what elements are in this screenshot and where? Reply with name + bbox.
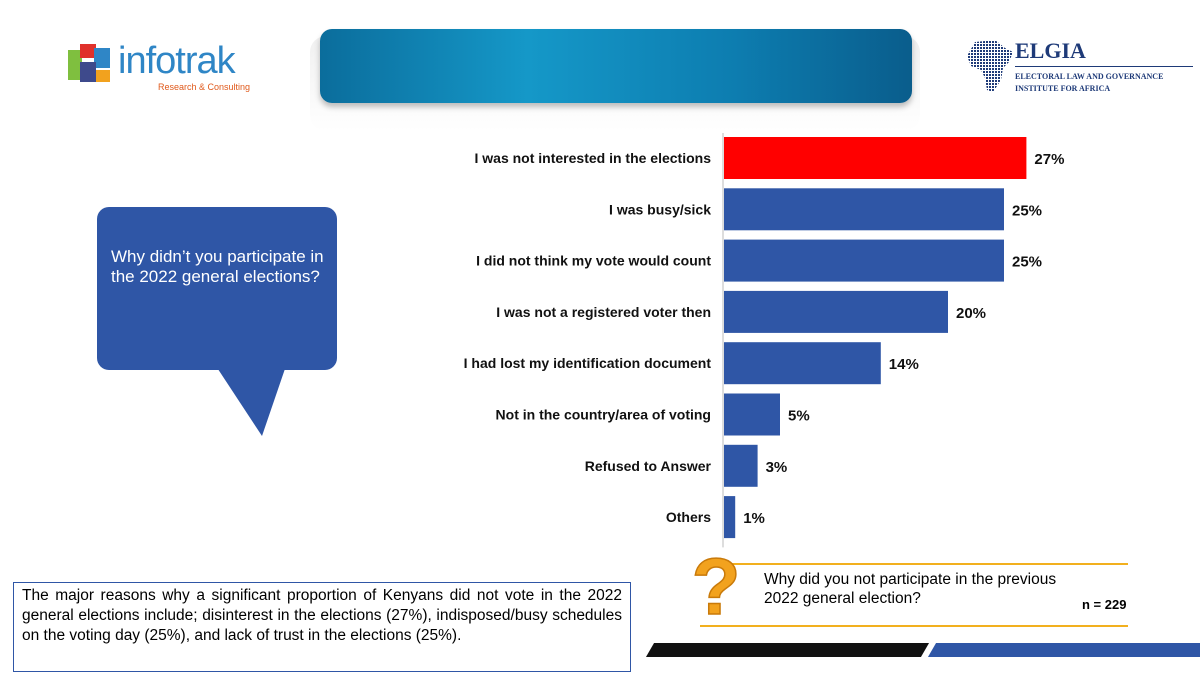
question-bubble-text: Why didn’t you participate in the 2022 g… — [111, 247, 324, 286]
category-label: Refused to Answer — [585, 458, 712, 474]
category-label: I did not think my vote would count — [476, 253, 711, 269]
value-label: 14% — [889, 356, 919, 373]
bar — [724, 290, 948, 333]
category-label: I was busy/sick — [609, 201, 711, 217]
category-label: Others — [666, 509, 711, 525]
bar — [724, 342, 881, 385]
category-label: I was not interested in the elections — [475, 150, 712, 166]
infotrak-mark-icon — [68, 44, 110, 82]
footer-stripe-black — [645, 643, 930, 657]
africa-map-icon — [967, 40, 1013, 92]
summary-text: The major reasons why a significant prop… — [22, 587, 622, 644]
infotrak-tagline: Research & Consulting — [158, 82, 251, 92]
summary-box: The major reasons why a significant prop… — [13, 582, 631, 672]
footer-rule-top — [700, 563, 1128, 565]
question-bubble: Why didn’t you participate in the 2022 g… — [97, 207, 337, 370]
bar — [724, 496, 736, 539]
footer-stripe-blue — [927, 643, 1200, 657]
value-label: 25% — [1012, 202, 1042, 219]
bar — [724, 393, 780, 436]
sample-size: n = 229 — [1082, 597, 1127, 612]
infotrak-wordmark: infotrak — [118, 40, 236, 82]
footer-rule-bottom — [700, 625, 1128, 627]
bar — [724, 188, 1004, 231]
title-banner — [320, 29, 912, 103]
value-label: 5% — [788, 408, 810, 425]
category-label: I was not a registered voter then — [496, 304, 711, 320]
elgia-name: ELGIA — [1015, 38, 1086, 63]
category-label: I had lost my identification document — [464, 355, 712, 371]
bar — [724, 239, 1004, 282]
elgia-divider — [1015, 66, 1193, 67]
bar — [724, 137, 1027, 179]
value-label: 1% — [743, 510, 765, 527]
bar — [724, 444, 758, 487]
value-label: 27% — [1034, 151, 1064, 168]
infotrak-logo: infotrak Research & Consulting — [66, 40, 266, 100]
category-label: Not in the country/area of voting — [496, 407, 711, 423]
value-label: 3% — [766, 459, 788, 476]
bubble-tail — [212, 360, 288, 436]
elgia-logo: ELGIA ELECTORAL LAW AND GOVERNANCE INSTI… — [965, 38, 1195, 98]
elgia-line-2: INSTITUTE FOR AFRICA — [1015, 84, 1111, 93]
svg-text:?: ? — [692, 548, 741, 630]
question-mark-icon: ? — [691, 548, 741, 630]
survey-question: Why did you not participate in the previ… — [764, 571, 1057, 607]
value-label: 25% — [1012, 254, 1042, 271]
elgia-line-1: ELECTORAL LAW AND GOVERNANCE — [1015, 72, 1164, 81]
value-label: 20% — [956, 305, 986, 322]
